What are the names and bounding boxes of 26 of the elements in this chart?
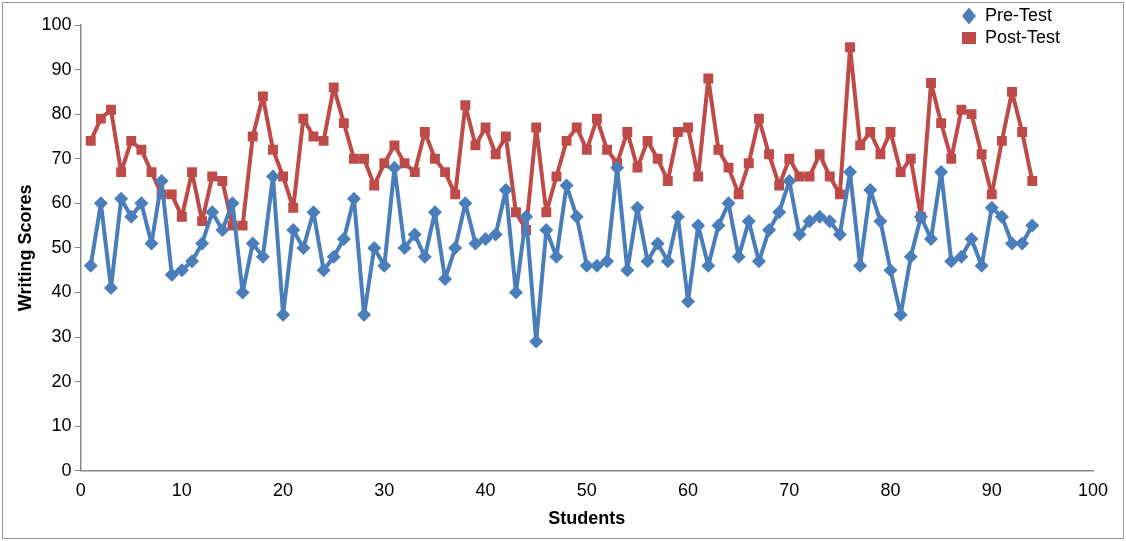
legend-label: Post-Test — [984, 26, 1061, 47]
x-tick-label: 60 — [678, 479, 699, 500]
y-tick-label: 50 — [51, 236, 72, 257]
y-tick-label: 80 — [51, 103, 72, 124]
y-tick-label: 100 — [41, 13, 72, 34]
y-tick-label: 40 — [51, 281, 72, 302]
y-tick-label: 70 — [51, 147, 72, 168]
x-tick-label: 90 — [981, 479, 1002, 500]
y-tick-label: 20 — [51, 370, 72, 391]
y-tick-label: 10 — [51, 415, 72, 436]
x-tick-label: 0 — [75, 479, 86, 500]
legend-label: Pre-Test — [984, 4, 1053, 25]
y-tick-label: 0 — [61, 459, 72, 480]
x-tick-label: 40 — [475, 479, 496, 500]
x-tick-label: 10 — [171, 479, 192, 500]
x-tick-label: 100 — [1077, 479, 1109, 500]
x-axis-title: Students — [548, 508, 626, 529]
y-tick-label: 90 — [51, 58, 72, 79]
x-tick-label: 80 — [880, 479, 901, 500]
x-tick-label: 20 — [273, 479, 294, 500]
x-tick-label: 50 — [576, 479, 597, 500]
x-tick-label: 70 — [779, 479, 800, 500]
y-tick-label: 30 — [51, 326, 72, 347]
y-tick-label: 60 — [51, 192, 72, 213]
x-tick-label: 30 — [374, 479, 395, 500]
y-axis-title: Writing Scores — [14, 184, 35, 312]
